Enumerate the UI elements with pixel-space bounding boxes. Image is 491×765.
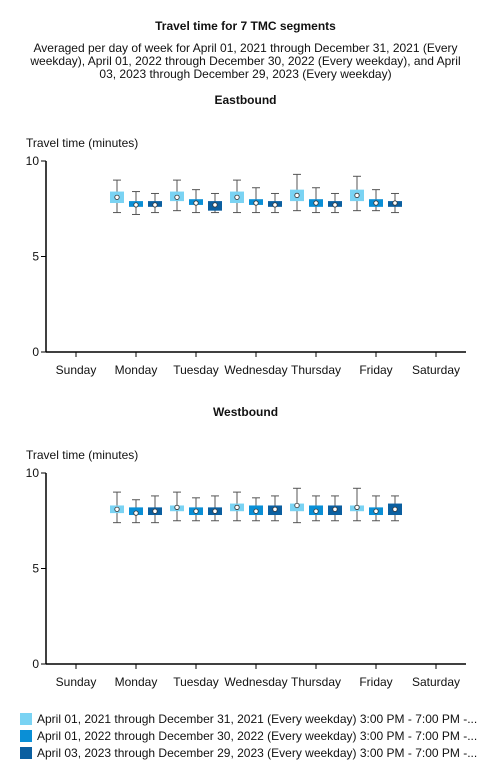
- legend: April 01, 2021 through December 31, 2021…: [20, 710, 491, 761]
- box-wednesday-series-1[interactable]: [230, 179, 244, 214]
- x-tick-label: Saturday: [412, 363, 460, 377]
- median-marker: [212, 508, 218, 514]
- box-thursday-series-3[interactable]: [328, 192, 342, 214]
- y-tick-label: 10: [26, 154, 40, 168]
- median-marker: [313, 200, 319, 206]
- median-marker: [392, 200, 398, 206]
- legend-swatch: [20, 712, 32, 725]
- median-marker: [313, 508, 319, 514]
- median-marker: [332, 202, 338, 208]
- median-marker: [114, 506, 120, 512]
- eastbound-y-axis-label: Travel time (minutes): [26, 136, 139, 150]
- box-thursday-series-2[interactable]: [309, 495, 323, 522]
- box-tuesday-series-2[interactable]: [189, 189, 203, 214]
- box-tuesday-series-1[interactable]: [170, 179, 184, 212]
- x-tick-label: Wednesday: [224, 363, 287, 377]
- chart-title: Travel time for 7 TMC segments: [155, 19, 336, 33]
- x-tick-label: Monday: [115, 363, 158, 377]
- legend-item-2021[interactable]: April 01, 2021 through December 31, 2021…: [20, 710, 491, 727]
- legend-item-2023[interactable]: April 03, 2023 through December 29, 2023…: [20, 744, 491, 761]
- legend-swatch: [20, 729, 32, 742]
- median-marker: [212, 202, 218, 208]
- median-marker: [332, 506, 338, 512]
- x-tick-label: Friday: [359, 363, 392, 377]
- westbound-panel-title: Westbound: [212, 405, 279, 419]
- box-wednesday-series-2[interactable]: [249, 187, 263, 214]
- x-tick-label: Tuesday: [173, 363, 219, 377]
- median-marker: [373, 200, 379, 206]
- median-marker: [294, 192, 300, 198]
- median-marker: [253, 508, 259, 514]
- x-tick-label: Sunday: [56, 675, 97, 689]
- y-tick-label: 10: [26, 466, 40, 480]
- median-marker: [234, 504, 240, 510]
- median-marker: [354, 504, 360, 510]
- box-monday-series-2[interactable]: [129, 191, 143, 215]
- median-marker: [133, 510, 139, 516]
- median-marker: [234, 194, 240, 200]
- box-monday-series-3[interactable]: [148, 192, 162, 214]
- box-monday-series-3[interactable]: [148, 495, 162, 524]
- x-tick-label: Wednesday: [224, 675, 287, 689]
- median-marker: [193, 508, 199, 514]
- median-marker: [392, 506, 398, 512]
- box-thursday-series-1[interactable]: [290, 487, 304, 524]
- box-tuesday-series-1[interactable]: [170, 491, 184, 522]
- median-marker: [152, 508, 158, 514]
- median-marker: [193, 200, 199, 206]
- eastbound-box-plot: 0 5 10 Sunday Monday Tuesday Wednesday Thursday…: [26, 154, 466, 377]
- x-tick-label: Sunday: [56, 363, 97, 377]
- legend-item-2022[interactable]: April 01, 2022 through December 30, 2022…: [20, 727, 491, 744]
- x-tick-label: Thursday: [291, 363, 341, 377]
- median-marker: [294, 502, 300, 509]
- legend-swatch: [20, 746, 32, 759]
- median-marker: [114, 194, 120, 200]
- legend-label: April 01, 2021 through December 31, 2021…: [37, 711, 478, 726]
- box-friday-series-2[interactable]: [369, 495, 383, 522]
- box-friday-series-3[interactable]: [388, 495, 402, 522]
- box-tuesday-series-2[interactable]: [189, 497, 203, 522]
- box-tuesday-series-3[interactable]: [208, 192, 222, 214]
- median-marker: [174, 194, 180, 200]
- box-friday-series-2[interactable]: [369, 189, 383, 212]
- box-thursday-series-1[interactable]: [290, 173, 304, 212]
- x-tick-label: Saturday: [412, 675, 460, 689]
- y-tick-label: 0: [32, 657, 39, 671]
- median-marker: [133, 202, 139, 208]
- box-thursday-series-3[interactable]: [328, 495, 342, 522]
- box-friday-series-1[interactable]: [350, 487, 364, 522]
- x-tick-label: Monday: [115, 675, 158, 689]
- median-marker: [373, 508, 379, 514]
- x-tick-label: Thursday: [291, 675, 341, 689]
- box-thursday-series-2[interactable]: [309, 187, 323, 214]
- box-friday-series-1[interactable]: [350, 175, 364, 212]
- box-monday-series-1[interactable]: [110, 179, 124, 214]
- median-marker: [253, 200, 259, 206]
- x-tick-label: Tuesday: [173, 675, 219, 689]
- box-tuesday-series-3[interactable]: [208, 495, 222, 522]
- median-marker: [152, 202, 158, 208]
- box-wednesday-series-2[interactable]: [249, 497, 263, 522]
- median-marker: [174, 504, 180, 510]
- box-wednesday-series-1[interactable]: [230, 491, 244, 522]
- median-marker: [354, 192, 360, 198]
- westbound-box-plot: 0 5 10 Sunday Monday Tuesday Wednesday Thursday…: [26, 466, 466, 689]
- y-tick-label: 5: [32, 562, 39, 576]
- median-marker: [272, 506, 278, 512]
- box-monday-series-1[interactable]: [110, 491, 124, 524]
- box-wednesday-series-3[interactable]: [268, 495, 282, 522]
- box-friday-series-3[interactable]: [388, 192, 402, 214]
- median-marker: [272, 202, 278, 208]
- y-tick-label: 0: [32, 345, 39, 359]
- chart-subtitle: Averaged per day of week for April 01, 2…: [30, 41, 461, 81]
- legend-label: April 03, 2023 through December 29, 2023…: [37, 745, 478, 760]
- box-wednesday-series-3[interactable]: [268, 192, 282, 214]
- x-tick-label: Friday: [359, 675, 392, 689]
- legend-label: April 01, 2022 through December 30, 2022…: [37, 728, 478, 743]
- y-tick-label: 5: [32, 250, 39, 264]
- eastbound-panel-title: Eastbound: [214, 93, 277, 107]
- westbound-y-axis-label: Travel time (minutes): [26, 448, 139, 462]
- box-monday-series-2[interactable]: [129, 499, 143, 524]
